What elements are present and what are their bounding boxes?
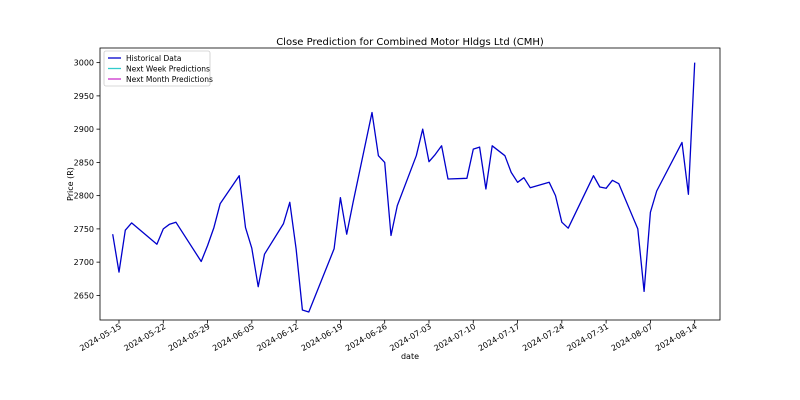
plot-area [99, 47, 721, 321]
x-tick-label: 2024-07-31 [565, 322, 610, 353]
y-tick-label: 2700 [74, 258, 94, 267]
legend-label-1: Next Week Predictions [126, 65, 210, 74]
y-tick-label: 2800 [74, 192, 94, 201]
x-axis-label: date [401, 352, 419, 361]
y-tick-label: 2750 [74, 225, 94, 234]
x-tick-label: 2024-07-17 [477, 322, 522, 353]
x-tick-label: 2024-07-03 [388, 322, 433, 353]
y-tick-label: 2900 [74, 125, 94, 134]
x-tick-label: 2024-06-12 [255, 322, 300, 353]
x-axis: 2024-05-15 2024-05-22 2024-05-29 2024-06-05… [78, 320, 699, 353]
x-tick-label: 2024-07-24 [521, 322, 566, 353]
x-tick-label: 2024-08-07 [610, 322, 655, 353]
y-tick-label: 2850 [74, 158, 94, 167]
x-tick-label: 2024-05-15 [78, 322, 123, 353]
legend: Historical Data Next Week PredictionsNext… [103, 50, 213, 87]
y-axis: 2650 2700 2750 2800 2850 2900 2950 3000 [74, 59, 100, 300]
x-tick-label: 2024-06-26 [344, 322, 389, 353]
legend-box [103, 50, 211, 87]
y-tick-label: 3000 [74, 59, 94, 68]
series-line-0 [112, 62, 696, 313]
x-tick-label: 2024-06-05 [211, 322, 256, 353]
series-layer [112, 62, 696, 313]
x-tick-label: 2024-05-22 [122, 322, 167, 353]
legend-label-2: Next Month Predictions [126, 75, 213, 84]
y-tick-label: 2950 [74, 92, 94, 101]
y-axis-label: Price (R) [66, 167, 75, 201]
x-tick-label: 2024-07-10 [432, 322, 477, 353]
plot-frame [99, 47, 721, 321]
x-tick-label: 2024-06-19 [300, 322, 345, 353]
legend-label-0: Historical Data [126, 54, 181, 63]
x-tick-label: 2024-08-14 [654, 322, 699, 353]
chart-title: Close Prediction for Combined Motor Hldg… [276, 37, 544, 48]
x-tick-label: 2024-05-29 [167, 322, 212, 353]
y-tick-label: 2650 [74, 291, 94, 300]
